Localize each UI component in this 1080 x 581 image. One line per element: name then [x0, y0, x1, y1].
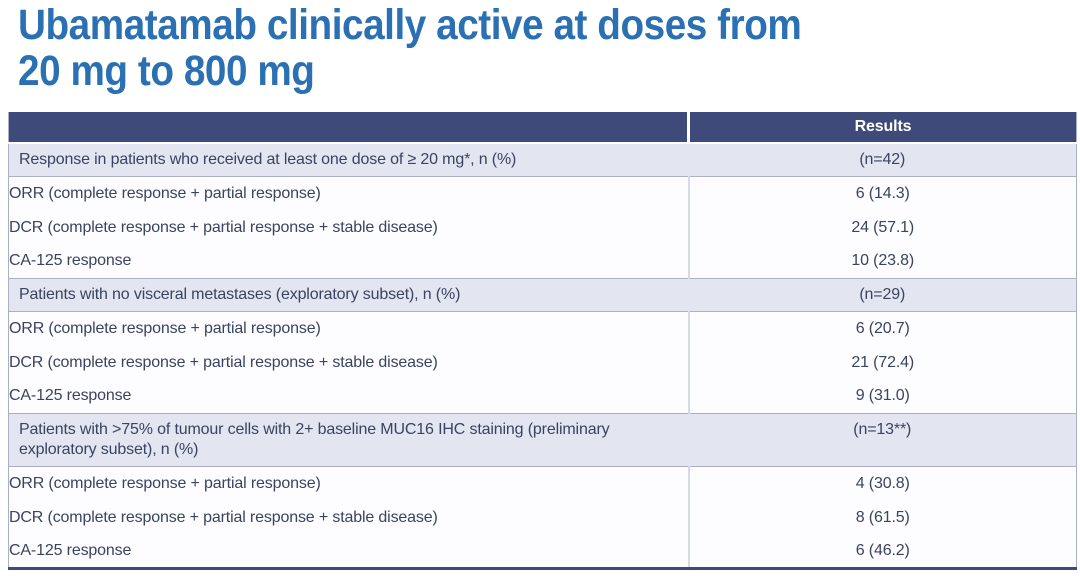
row-value: 6 (20.7) [687, 311, 1077, 346]
row-label: DCR (complete response + partial respons… [8, 210, 689, 245]
row-label: CA-125 response [8, 534, 689, 569]
row-value: 4 (30.8) [687, 466, 1077, 501]
row-value: 9 (31.0) [687, 379, 1077, 414]
table-row: CA-125 response 9 (31.0) [8, 379, 1077, 414]
row-value: 6 (14.3) [687, 176, 1077, 211]
section-label: Patients with >75% of tumour cells with … [8, 413, 689, 467]
row-label: CA-125 response [8, 379, 689, 414]
row-value: 21 (72.4) [687, 345, 1077, 380]
row-label: DCR (complete response + partial respons… [8, 500, 689, 535]
section-label: Response in patients who received at lea… [8, 142, 689, 177]
table-row: CA-125 response 10 (23.8) [8, 244, 1077, 279]
row-label: ORR (complete response + partial respons… [8, 311, 689, 346]
header-results-cell: Results [687, 112, 1077, 144]
page-title: Ubamatamab clinically active at doses fr… [18, 1, 802, 95]
table-row: DCR (complete response + partial respons… [8, 345, 1077, 380]
table-row: DCR (complete response + partial respons… [8, 210, 1077, 245]
row-label: ORR (complete response + partial respons… [8, 466, 689, 501]
table-row: DCR (complete response + partial respons… [8, 500, 1077, 535]
section-n-value: (n=13**) [688, 413, 1077, 467]
row-value: 10 (23.8) [687, 244, 1077, 279]
row-value: 24 (57.1) [687, 210, 1077, 245]
section-n-value: (n=42) [688, 142, 1077, 177]
section-header-row: Response in patients who received at lea… [8, 142, 1077, 177]
table-row: ORR (complete response + partial respons… [8, 176, 1077, 211]
results-table: Results Response in patients who receive… [8, 112, 1077, 570]
table-row: CA-125 response 6 (46.2) [8, 534, 1077, 569]
section-label: Patients with no visceral metastases (ex… [8, 278, 689, 312]
section-header-row: Patients with no visceral metastases (ex… [8, 278, 1077, 312]
row-value: 8 (61.5) [687, 500, 1077, 535]
page-title-line2: 20 mg to 800 mg [18, 47, 315, 95]
row-label: DCR (complete response + partial respons… [8, 345, 689, 380]
table-body: Response in patients who received at lea… [8, 142, 1077, 569]
page-title-line1: Ubamatamab clinically active at doses fr… [18, 1, 802, 49]
table-header-row: Results [8, 112, 1077, 144]
section-n-value: (n=29) [688, 278, 1077, 312]
row-label: ORR (complete response + partial respons… [8, 176, 689, 211]
header-empty-cell [8, 112, 689, 144]
row-label: CA-125 response [8, 244, 689, 279]
table-row: ORR (complete response + partial respons… [8, 311, 1077, 346]
row-value: 6 (46.2) [687, 534, 1077, 569]
table-row: ORR (complete response + partial respons… [8, 466, 1077, 501]
section-header-row: Patients with >75% of tumour cells with … [8, 413, 1077, 467]
